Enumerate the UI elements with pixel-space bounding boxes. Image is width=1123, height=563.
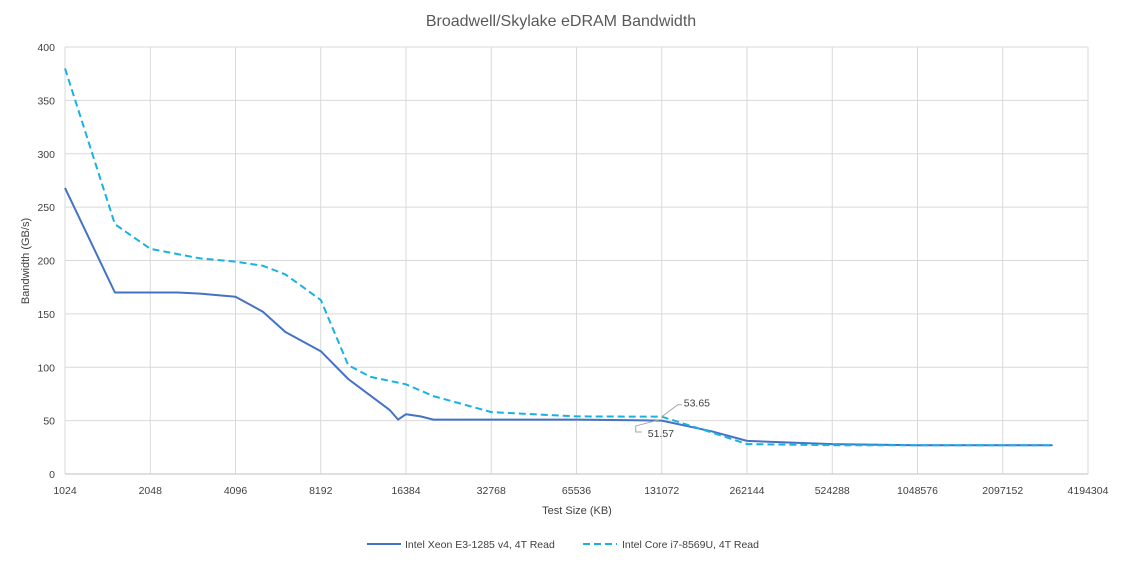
y-tick-label: 400	[37, 42, 55, 54]
series-line-2	[64, 68, 1053, 447]
x-tick-label: 16384	[391, 485, 420, 497]
annotation-leader	[635, 419, 659, 433]
y-tick-label: 300	[37, 149, 55, 161]
series-lines	[64, 68, 1053, 447]
y-tick-label: 200	[37, 256, 55, 268]
x-axis-ticks: 1024 2048 4096 8192 16384 32768 65536 131072 262…	[53, 485, 1108, 497]
x-axis-label: Test Size (KB)	[542, 505, 612, 517]
legend-label-1: Intel Xeon E3-1285 v4, 4T Read	[405, 539, 555, 551]
x-tick-label: 65536	[562, 485, 591, 497]
y-tick-label: 250	[37, 202, 55, 214]
x-tick-label: 131072	[644, 485, 679, 497]
y-tick-label: 50	[43, 416, 55, 428]
series-line-1	[64, 187, 1053, 447]
x-tick-label: 262144	[729, 485, 764, 497]
y-tick-label: 350	[37, 95, 55, 107]
legend-label-2: Intel Core i7-8569U, 4T Read	[622, 539, 759, 551]
legend: Intel Xeon E3-1285 v4, 4T Read Intel Core…	[367, 539, 759, 551]
x-tick-label: 8192	[309, 485, 333, 497]
data-label: 53.65	[684, 398, 710, 410]
y-tick-label: 0	[49, 469, 55, 481]
x-tick-label: 4194304	[1068, 485, 1109, 497]
y-tick-label: 100	[37, 362, 55, 374]
data-annotations: 53.65 51.57	[635, 398, 710, 440]
y-axis-label: Bandwidth (GB/s)	[20, 218, 32, 304]
y-tick-label: 150	[37, 309, 55, 321]
annotation-leader	[661, 404, 682, 418]
x-tick-label: 4096	[224, 485, 248, 497]
x-tick-label: 2048	[139, 485, 163, 497]
grid-lines	[64, 46, 1089, 475]
data-label: 51.57	[648, 428, 674, 440]
y-axis-ticks: 0 50 100 150 200 250 300 350 400	[37, 42, 55, 481]
x-tick-label: 1048576	[897, 485, 938, 497]
x-tick-label: 32768	[477, 485, 506, 497]
x-tick-label: 1024	[53, 485, 77, 497]
x-tick-label: 2097152	[982, 485, 1023, 497]
chart-title: Broadwell/Skylake eDRAM Bandwidth	[426, 13, 696, 30]
x-tick-label: 524288	[815, 485, 850, 497]
